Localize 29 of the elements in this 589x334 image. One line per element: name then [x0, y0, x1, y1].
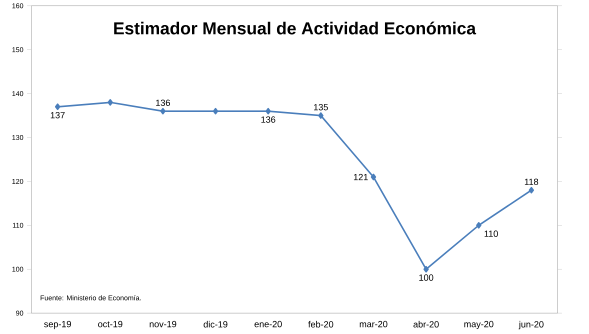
- x-tick-label: jun-20: [518, 320, 544, 330]
- x-tick-label: feb-20: [308, 320, 334, 328]
- x-tick-label: oct-19: [98, 320, 122, 328]
- point: [212, 108, 218, 114]
- data-label: 136: [156, 99, 170, 106]
- x-tick-label: nov-19: [150, 320, 176, 328]
- point: [160, 108, 166, 114]
- x-tick-label: abr-20: [413, 320, 439, 328]
- point: [266, 108, 271, 114]
- data-label: 121: [354, 174, 368, 180]
- point: [318, 112, 324, 119]
- point: [54, 103, 60, 110]
- text: Estimador Mensual de Actividad Económica: [114, 21, 476, 34]
- data-label: 100: [419, 274, 434, 281]
- data-label: 118: [524, 178, 538, 185]
- point: [528, 186, 534, 194]
- data-label: 110: [484, 230, 498, 237]
- data-label: 135: [314, 104, 328, 110]
- data-label: 137: [50, 112, 65, 118]
- point: [108, 98, 113, 106]
- point: [370, 174, 376, 180]
- x-tick-label: sep-19: [44, 320, 71, 329]
- x-tick-label: may-20: [464, 320, 494, 329]
- point: [476, 222, 482, 228]
- point: [423, 266, 429, 272]
- x-tick-label: mar-20: [360, 320, 388, 328]
- x-tick-label: dic-19: [204, 320, 228, 328]
- data-label: 136: [261, 116, 276, 123]
- x-tick-label: ene-20: [254, 320, 282, 328]
